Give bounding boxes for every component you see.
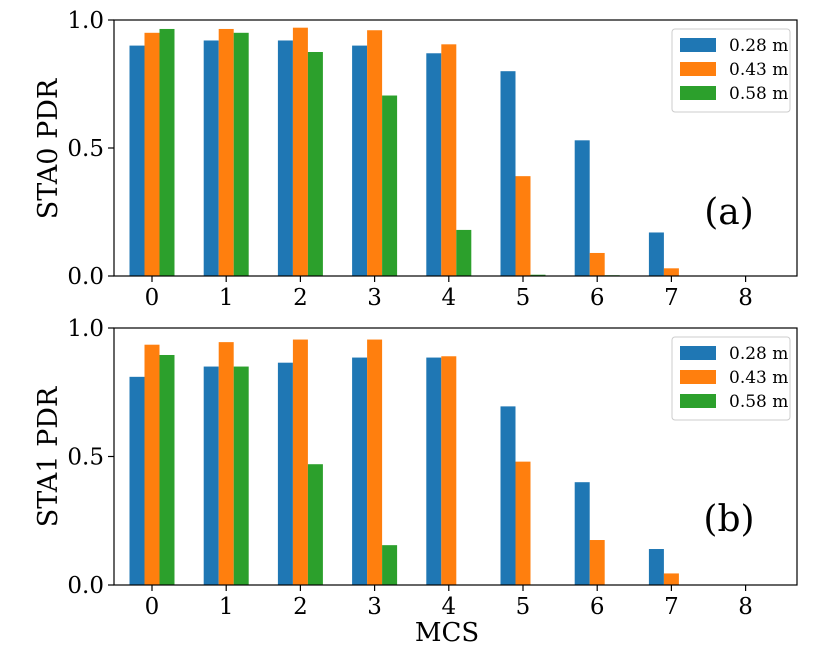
bar-a-028m-mcs1 bbox=[203, 40, 219, 277]
ytick-label-a: 1.0 bbox=[67, 8, 104, 34]
xtick-label-a: 1 bbox=[219, 285, 234, 311]
bar-a-043m-mcs2 bbox=[292, 27, 308, 277]
xtick-label-b: 6 bbox=[590, 594, 605, 620]
xtick-label-a: 3 bbox=[367, 285, 382, 311]
bar-a-028m-mcs4 bbox=[426, 53, 442, 276]
xtick-label-b: 0 bbox=[145, 594, 160, 620]
ylabel-panel-b: STA1 PDR bbox=[33, 386, 64, 527]
bar-a-043m-mcs6 bbox=[589, 252, 605, 276]
panel-label-b: (b) bbox=[703, 499, 754, 540]
bar-a-058m-mcs1 bbox=[233, 32, 249, 276]
legend-label-a: 0.28 m bbox=[729, 36, 788, 56]
bar-b-028m-mcs3 bbox=[352, 357, 368, 585]
bar-b-043m-mcs2 bbox=[292, 339, 308, 585]
xtick-label-b: 8 bbox=[738, 594, 753, 620]
xtick-label-b: 1 bbox=[219, 594, 234, 620]
bar-b-043m-mcs1 bbox=[218, 342, 234, 585]
legend-label-a: 0.58 m bbox=[729, 84, 788, 104]
bar-b-043m-mcs5 bbox=[515, 461, 531, 585]
bar-a-043m-mcs1 bbox=[218, 28, 234, 277]
ytick-label-b: 1.0 bbox=[67, 316, 104, 342]
xtick-label-a: 4 bbox=[441, 285, 456, 311]
panel-b: STA1 PDR (b) MCS 0.0 0.5 1.0 0 1 2 3 4 5 6 7 8 0.28 … bbox=[33, 316, 798, 648]
bar-a-043m-mcs0 bbox=[144, 32, 160, 276]
xtick-label-b: 4 bbox=[441, 594, 456, 620]
bar-a-058m-mcs5 bbox=[530, 274, 546, 276]
bar-a-028m-mcs5 bbox=[500, 71, 516, 276]
legend-swatch-b bbox=[680, 394, 716, 408]
bar-b-058m-mcs0 bbox=[159, 354, 175, 585]
legend-label-a: 0.43 m bbox=[729, 60, 788, 80]
ytick-label-b: 0.0 bbox=[67, 573, 104, 599]
xtick-label-a: 7 bbox=[664, 285, 679, 311]
bar-b-028m-mcs7 bbox=[648, 549, 664, 585]
bar-b-028m-mcs5 bbox=[500, 406, 516, 585]
bar-b-058m-mcs3 bbox=[382, 545, 398, 585]
bar-a-028m-mcs2 bbox=[277, 40, 293, 277]
bar-a-058m-mcs3 bbox=[382, 95, 398, 277]
legend-label-b: 0.43 m bbox=[729, 368, 788, 388]
legend-label-b: 0.28 m bbox=[729, 344, 788, 364]
bar-b-043m-mcs7 bbox=[663, 573, 679, 585]
bar-a-043m-mcs3 bbox=[367, 30, 383, 276]
xtick-label-a: 8 bbox=[738, 285, 753, 311]
ytick-label-b: 0.5 bbox=[67, 445, 104, 471]
bar-a-043m-mcs7 bbox=[663, 268, 679, 276]
bar-b-028m-mcs6 bbox=[574, 482, 590, 585]
legend-swatch-b bbox=[680, 346, 716, 360]
xtick-label-b: 3 bbox=[367, 594, 382, 620]
legend-swatch-a bbox=[680, 38, 716, 52]
bar-b-028m-mcs4 bbox=[426, 357, 442, 585]
ylabel-panel-a: STA0 PDR bbox=[33, 78, 64, 219]
bar-b-028m-mcs1 bbox=[203, 366, 219, 585]
bar-a-058m-mcs0 bbox=[159, 28, 175, 277]
xtick-label-b: 2 bbox=[293, 594, 308, 620]
ytick-label-a: 0.5 bbox=[67, 136, 104, 162]
bar-b-043m-mcs6 bbox=[589, 540, 605, 585]
xlabel: MCS bbox=[415, 618, 479, 648]
xtick-label-a: 5 bbox=[516, 285, 531, 311]
panel-a: STA0 PDR (a) 0.0 0.5 1.0 0 1 2 3 4 5 6 7 8 0.28 m 0.4… bbox=[33, 8, 798, 311]
xtick-label-b: 5 bbox=[516, 594, 531, 620]
bar-a-028m-mcs0 bbox=[129, 45, 145, 276]
xtick-label-a: 0 bbox=[145, 285, 160, 311]
bar-b-043m-mcs4 bbox=[441, 356, 457, 585]
legend-swatch-b bbox=[680, 370, 716, 384]
bar-a-043m-mcs5 bbox=[515, 176, 531, 276]
bar-a-058m-mcs2 bbox=[307, 52, 323, 276]
bar-b-043m-mcs0 bbox=[144, 344, 160, 585]
ytick-label-a: 0.0 bbox=[67, 264, 104, 290]
bar-a-028m-mcs3 bbox=[352, 45, 368, 276]
bar-b-028m-mcs0 bbox=[129, 376, 145, 585]
bar-a-028m-mcs6 bbox=[574, 140, 590, 276]
bar-a-058m-mcs4 bbox=[456, 229, 472, 276]
bar-a-043m-mcs4 bbox=[441, 44, 457, 276]
bar-a-028m-mcs7 bbox=[648, 232, 664, 276]
panel-label-a: (a) bbox=[704, 192, 754, 233]
bar-b-058m-mcs1 bbox=[233, 366, 249, 585]
legend-swatch-a bbox=[680, 86, 716, 100]
legend-swatch-a bbox=[680, 62, 716, 76]
bar-b-028m-mcs2 bbox=[277, 362, 293, 585]
xtick-label-b: 7 bbox=[664, 594, 679, 620]
xtick-label-a: 6 bbox=[590, 285, 605, 311]
bar-b-043m-mcs3 bbox=[367, 339, 383, 585]
legend-label-b: 0.58 m bbox=[729, 392, 788, 412]
xtick-label-a: 2 bbox=[293, 285, 308, 311]
bar-b-058m-mcs2 bbox=[307, 464, 323, 585]
